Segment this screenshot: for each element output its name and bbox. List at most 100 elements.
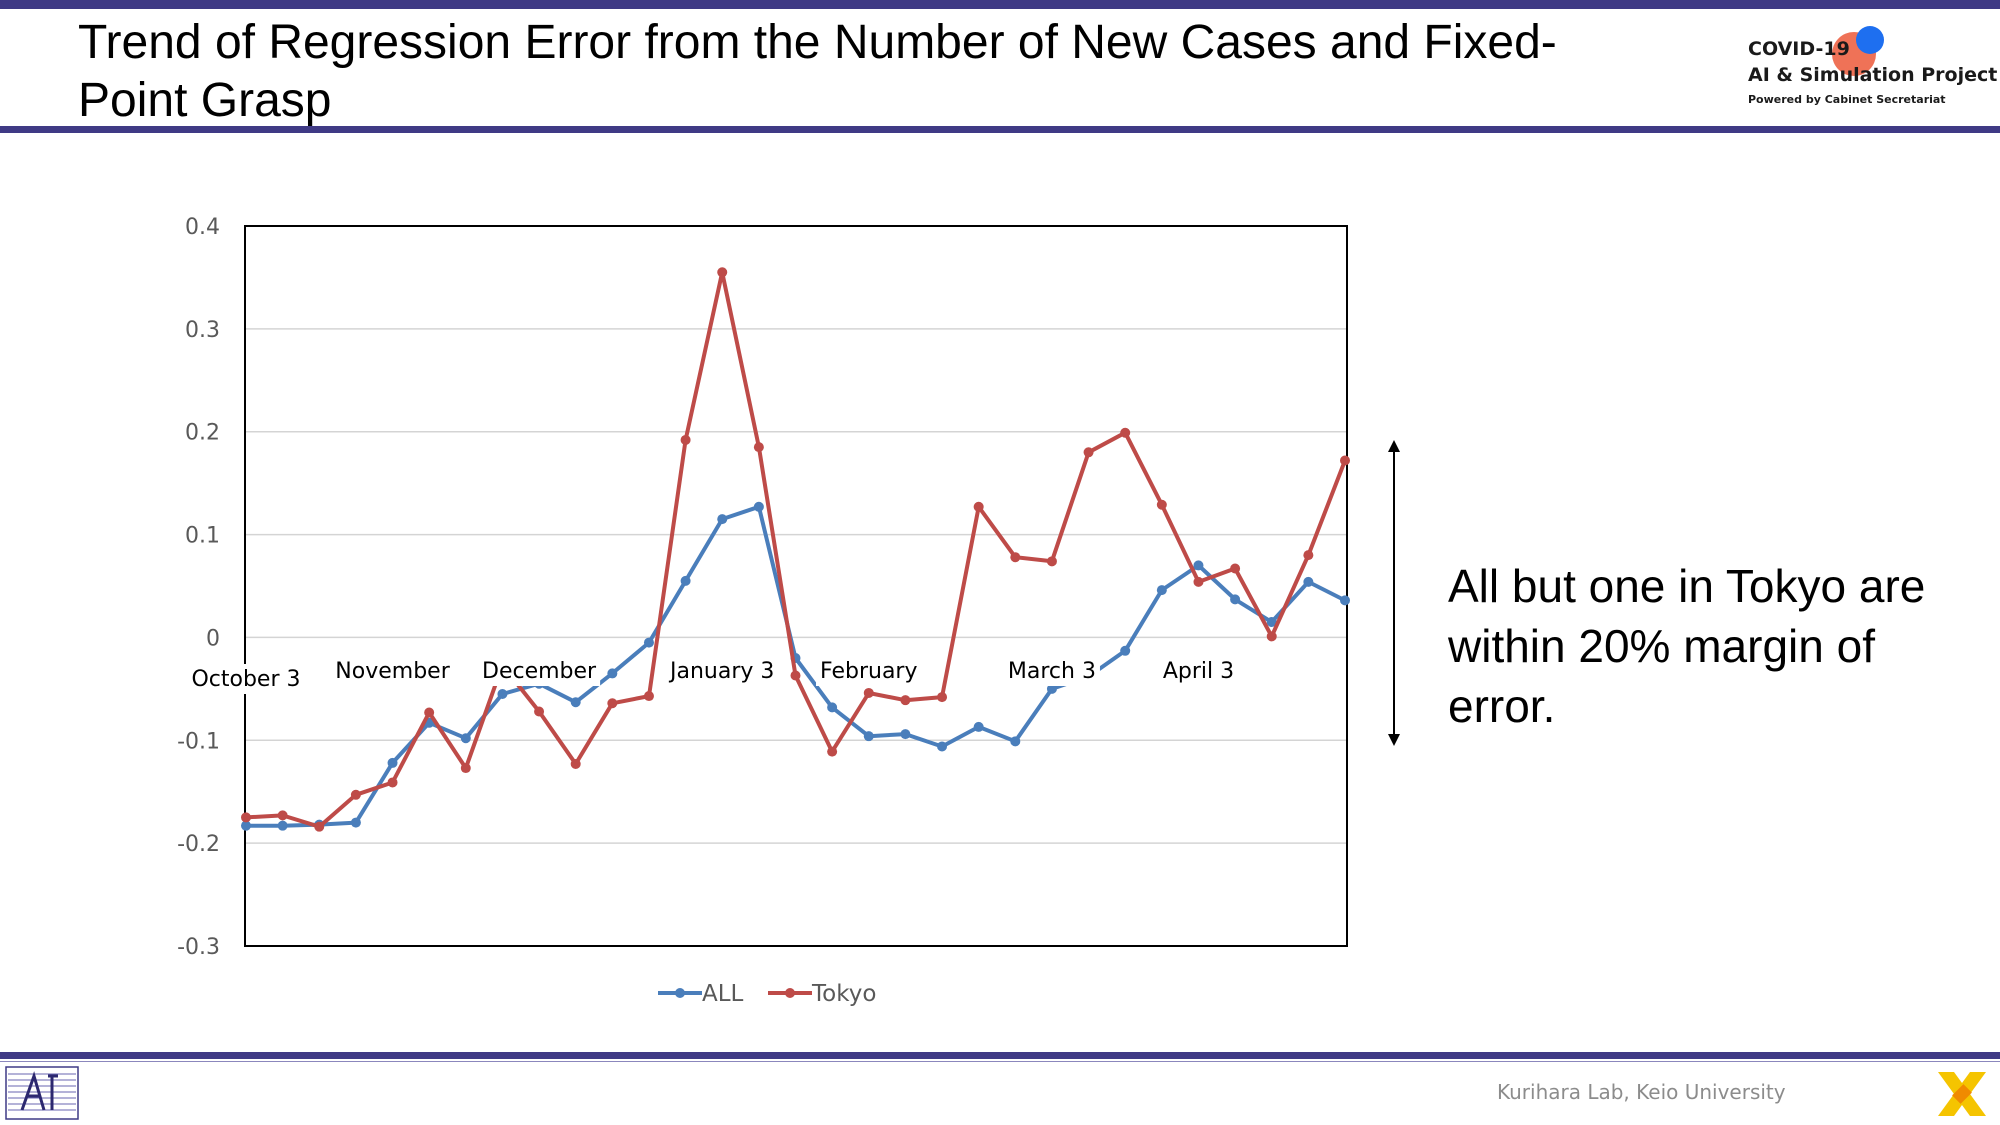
data-point-all	[1193, 560, 1204, 571]
x-tick-label-background	[1003, 656, 1100, 686]
data-point-tokyo	[1120, 427, 1131, 438]
plot-area-frame	[244, 225, 1348, 947]
data-point-tokyo	[1193, 576, 1204, 587]
data-point-tokyo	[863, 687, 874, 698]
data-point-all	[937, 741, 948, 752]
data-point-all	[863, 731, 874, 742]
data-point-all	[1010, 736, 1021, 747]
annotation-text: All but one in Tokyo are within 20% marg…	[1448, 560, 1926, 732]
data-point-tokyo	[900, 695, 911, 706]
data-point-all	[1340, 595, 1350, 606]
data-point-all	[643, 637, 654, 648]
x-tick-label: November	[335, 659, 450, 684]
data-point-all	[277, 820, 288, 831]
data-point-all	[460, 733, 471, 744]
range-arrow-head-down	[1388, 734, 1400, 746]
x-tick-label: January 3	[668, 659, 774, 684]
y-tick-label: 0.2	[185, 421, 220, 446]
title-rule	[0, 126, 2000, 133]
data-point-tokyo	[827, 746, 838, 757]
data-point-all	[350, 817, 361, 828]
data-point-tokyo	[570, 758, 581, 769]
data-point-all	[680, 575, 691, 586]
x-tick-label-background	[816, 656, 922, 686]
data-point-tokyo	[241, 812, 251, 823]
data-point-all	[497, 689, 508, 699]
data-point-all	[1120, 645, 1131, 656]
data-point-all	[1156, 585, 1167, 596]
range-arrow-head-up	[1388, 440, 1400, 452]
data-point-all	[827, 702, 838, 713]
data-point-tokyo	[643, 691, 654, 702]
bottom-rule-thin	[0, 1061, 2000, 1062]
data-point-tokyo	[314, 821, 325, 832]
data-point-tokyo	[607, 698, 618, 709]
covid-ai-logo: COVID-19 AI & Simulation Project Powered…	[1740, 20, 1997, 120]
data-point-tokyo	[1266, 631, 1277, 642]
x-tick-label-background	[666, 656, 779, 686]
cross-mark-icon	[1938, 1072, 1986, 1116]
x-tick-label: February	[820, 659, 918, 684]
data-point-tokyo	[1230, 563, 1241, 574]
data-point-tokyo	[460, 763, 471, 774]
logo-line1: COVID-19	[1748, 38, 1850, 60]
x-tick-label: December	[482, 659, 597, 684]
x-tick-label: October 3	[191, 667, 300, 692]
data-point-all	[1266, 617, 1277, 627]
data-point-all	[717, 514, 728, 525]
x-tick-label: April 3	[1163, 659, 1234, 684]
x-tick-label-background	[187, 664, 305, 694]
data-point-all	[570, 697, 581, 708]
data-point-tokyo	[680, 434, 691, 445]
data-point-all	[1230, 594, 1241, 605]
bottom-rule	[0, 1052, 2000, 1059]
data-point-all	[753, 501, 764, 512]
data-point-tokyo	[350, 789, 361, 800]
x-tick-label: March 3	[1008, 659, 1096, 684]
x-tick-label-background	[478, 656, 601, 686]
y-tick-label: 0	[206, 626, 220, 651]
legend-label: ALL	[702, 981, 744, 1007]
y-tick-label: 0.4	[185, 215, 220, 240]
data-point-tokyo	[1303, 550, 1314, 561]
slide-title: Trend of Regression Error from the Numbe…	[78, 16, 1557, 127]
logo-line3: Powered by Cabinet Secretariat	[1748, 93, 1946, 106]
data-point-tokyo	[534, 706, 545, 717]
data-point-tokyo	[937, 692, 948, 703]
data-point-tokyo	[1010, 552, 1021, 563]
legend-label: Tokyo	[811, 981, 876, 1007]
data-point-tokyo	[753, 442, 764, 453]
y-tick-label: -0.2	[177, 832, 220, 857]
y-tick-label: -0.3	[177, 935, 220, 960]
data-point-tokyo	[1046, 556, 1057, 567]
data-point-tokyo	[790, 670, 801, 681]
x-tick-label-background	[331, 656, 454, 686]
lab-logo-icon	[5, 1066, 79, 1120]
top-rule	[0, 0, 2000, 9]
y-tick-label: 0.1	[185, 524, 220, 549]
data-point-tokyo	[424, 707, 435, 718]
footer-credit: Kurihara Lab, Keio University	[1497, 1080, 1786, 1104]
data-point-tokyo	[1083, 447, 1094, 458]
y-tick-label: 0.3	[185, 318, 220, 343]
logo-line2: AI & Simulation Project	[1748, 64, 1998, 86]
data-point-tokyo	[277, 810, 288, 821]
x-tick-label-background	[1158, 656, 1239, 686]
legend-swatch-marker	[675, 988, 685, 998]
data-point-all	[607, 668, 618, 679]
data-point-all	[387, 757, 398, 768]
series-line-tokyo	[245, 270, 1347, 829]
data-point-all	[1303, 576, 1314, 587]
data-point-all	[973, 721, 984, 732]
data-point-tokyo	[1156, 499, 1167, 510]
y-tick-label: -0.1	[177, 729, 220, 754]
legend-swatch-marker	[785, 988, 795, 998]
data-point-all	[900, 729, 911, 740]
data-point-tokyo	[1340, 455, 1350, 466]
data-point-tokyo	[973, 501, 984, 512]
data-point-tokyo	[387, 777, 398, 788]
data-point-all	[241, 820, 251, 831]
data-point-all	[1046, 683, 1057, 694]
logo-blue-dot-icon	[1856, 26, 1884, 54]
